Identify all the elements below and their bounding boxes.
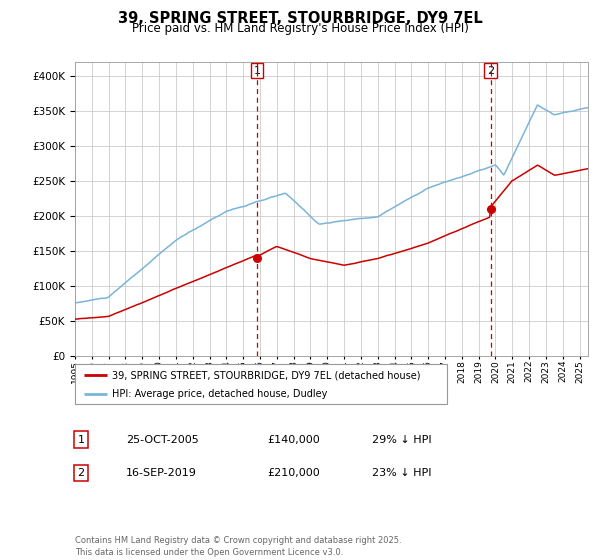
Text: HPI: Average price, detached house, Dudley: HPI: Average price, detached house, Dudl… bbox=[112, 389, 328, 399]
Text: £210,000: £210,000 bbox=[267, 468, 320, 478]
FancyBboxPatch shape bbox=[75, 364, 447, 404]
Text: Contains HM Land Registry data © Crown copyright and database right 2025.
This d: Contains HM Land Registry data © Crown c… bbox=[75, 536, 401, 557]
Text: Price paid vs. HM Land Registry's House Price Index (HPI): Price paid vs. HM Land Registry's House … bbox=[131, 22, 469, 35]
Text: 39, SPRING STREET, STOURBRIDGE, DY9 7EL (detached house): 39, SPRING STREET, STOURBRIDGE, DY9 7EL … bbox=[112, 370, 421, 380]
Text: 29% ↓ HPI: 29% ↓ HPI bbox=[372, 435, 431, 445]
Text: 2: 2 bbox=[77, 468, 85, 478]
Text: 39, SPRING STREET, STOURBRIDGE, DY9 7EL: 39, SPRING STREET, STOURBRIDGE, DY9 7EL bbox=[118, 11, 482, 26]
Text: 1: 1 bbox=[253, 66, 260, 76]
Text: £140,000: £140,000 bbox=[267, 435, 320, 445]
Text: 25-OCT-2005: 25-OCT-2005 bbox=[126, 435, 199, 445]
Text: 2: 2 bbox=[487, 66, 494, 76]
Text: 16-SEP-2019: 16-SEP-2019 bbox=[126, 468, 197, 478]
Text: 23% ↓ HPI: 23% ↓ HPI bbox=[372, 468, 431, 478]
Text: 1: 1 bbox=[77, 435, 85, 445]
